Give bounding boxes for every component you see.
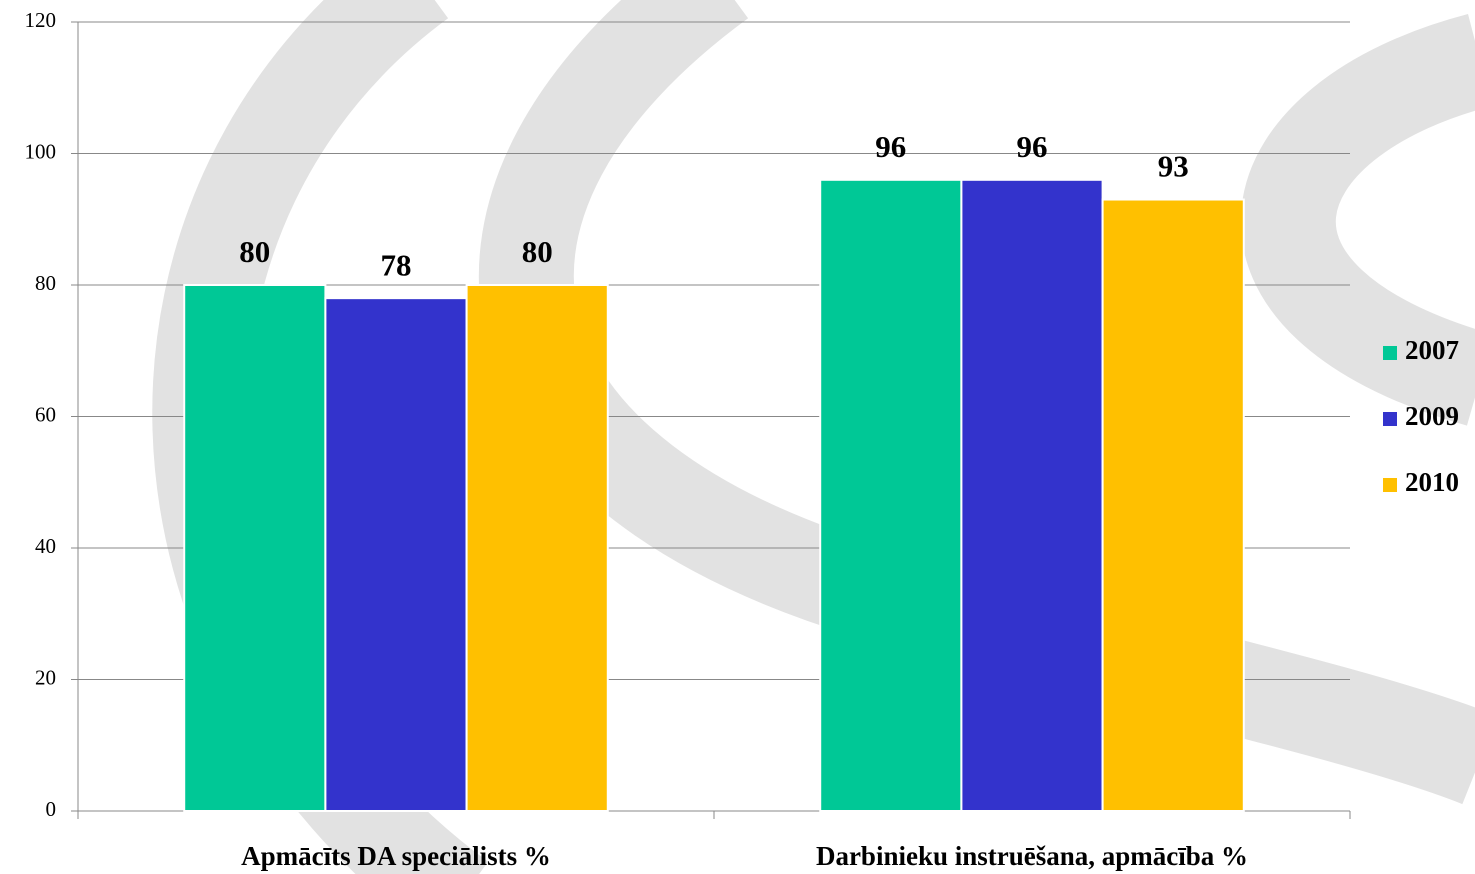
y-tick-label: 40 (35, 534, 56, 558)
legend-swatch (1383, 478, 1397, 492)
y-tick-label: 120 (25, 8, 57, 32)
bar (960, 178, 1104, 813)
data-label: 80 (522, 234, 553, 269)
y-tick-label: 0 (46, 797, 57, 821)
legend-label: 2010 (1405, 467, 1459, 497)
legend-label: 2007 (1405, 335, 1459, 365)
data-label: 78 (381, 247, 412, 282)
y-tick-label: 20 (35, 665, 56, 689)
data-label: 93 (1158, 149, 1189, 184)
bar (465, 284, 609, 812)
bar (324, 297, 468, 812)
data-label: 96 (875, 129, 906, 164)
legend-swatch (1383, 346, 1397, 360)
data-label: 80 (239, 234, 270, 269)
y-tick-label: 100 (25, 139, 57, 163)
data-label: 96 (1017, 129, 1048, 164)
y-tick-label: 80 (35, 271, 56, 295)
y-tick-label: 60 (35, 402, 56, 426)
bar (183, 284, 327, 812)
legend-swatch (1383, 412, 1397, 426)
bar (1101, 198, 1245, 812)
legend-label: 2009 (1405, 401, 1459, 431)
bar (819, 178, 963, 813)
x-tick-label: Apmācīts DA speciālists % (241, 841, 551, 871)
x-tick-label: Darbinieku instruēšana, apmācība % (816, 841, 1248, 871)
